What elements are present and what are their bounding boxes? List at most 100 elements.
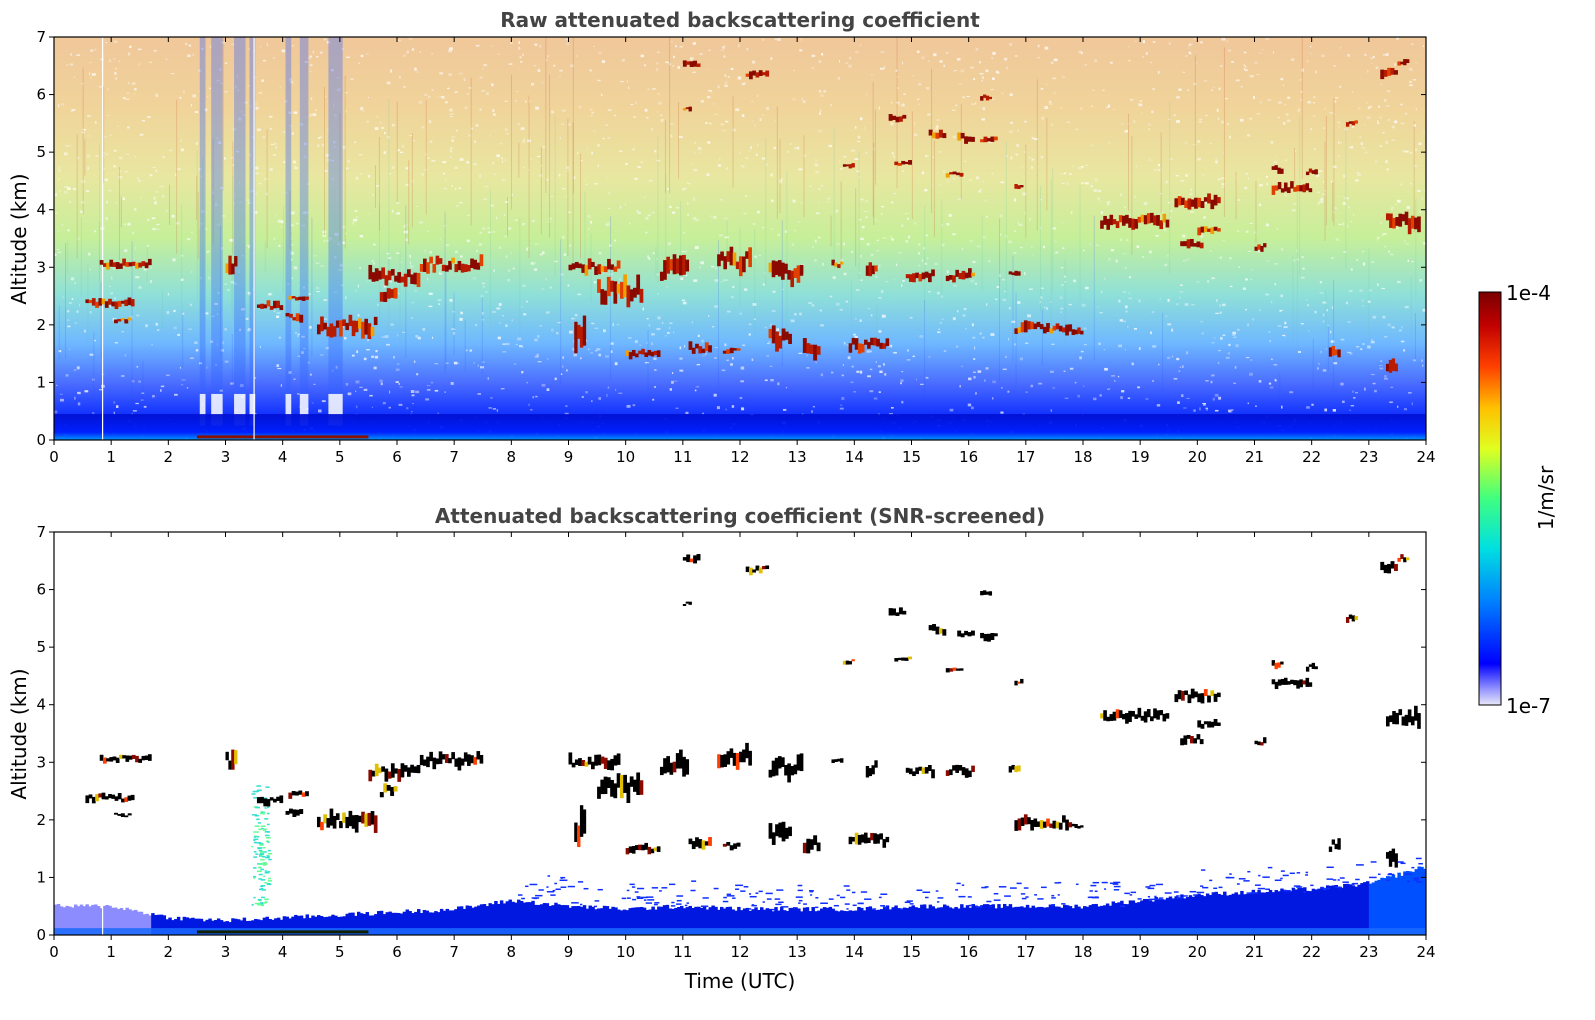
cloud-mark xyxy=(1391,358,1396,371)
noise-speck xyxy=(411,48,415,51)
boundary-layer-column xyxy=(785,910,790,935)
x-tick-label: 1 xyxy=(106,943,116,961)
boundary-layer-column xyxy=(254,918,258,935)
noise-speck xyxy=(1232,331,1236,335)
aerosol-fragment xyxy=(1370,861,1377,863)
noise-speck xyxy=(724,45,726,47)
boundary-layer-column xyxy=(985,904,990,935)
noise-speck xyxy=(206,250,210,253)
noise-speck xyxy=(233,202,236,204)
noise-speck xyxy=(424,153,428,156)
noise-speck xyxy=(200,277,202,280)
noise-speck xyxy=(864,210,868,213)
noise-speck xyxy=(1188,51,1191,55)
noise-speck xyxy=(231,156,233,159)
boundary-layer-column xyxy=(1163,899,1167,935)
aerosol-fragment xyxy=(732,897,736,899)
noise-speck xyxy=(1024,272,1026,276)
cloud-mark xyxy=(1023,814,1028,825)
aerosol-fragment xyxy=(860,891,868,893)
noise-speck xyxy=(1243,64,1246,66)
boundary-layer-column xyxy=(1220,894,1224,935)
cloud-mark xyxy=(623,774,627,793)
noise-speck xyxy=(531,220,536,223)
noise-speck xyxy=(318,409,322,413)
cloud-mark xyxy=(784,331,789,340)
cloud-mark xyxy=(708,345,712,353)
cloud-mark xyxy=(628,846,633,853)
cloud-mark xyxy=(1150,212,1154,223)
cloud-mark xyxy=(735,261,740,270)
cloud-mark xyxy=(122,258,126,266)
cloud-mark xyxy=(1020,678,1024,684)
noise-speck xyxy=(1036,57,1040,59)
noise-speck xyxy=(985,367,989,370)
noise-speck xyxy=(1397,405,1399,408)
noise-speck xyxy=(999,274,1001,277)
noise-speck xyxy=(276,312,281,314)
cloud-mark xyxy=(390,786,395,796)
noise-speck xyxy=(958,83,963,85)
noise-speck xyxy=(1400,122,1405,125)
noise-speck xyxy=(1124,206,1126,208)
noise-speck xyxy=(1204,80,1208,82)
aerosol-fragment xyxy=(261,902,267,904)
noise-speck xyxy=(297,355,301,357)
noise-speck xyxy=(883,66,886,69)
boundary-layer-column xyxy=(1103,905,1107,935)
boundary-layer-column xyxy=(325,916,329,935)
aerosol-fragment xyxy=(252,790,258,793)
noise-speck xyxy=(656,159,661,162)
boundary-layer-column xyxy=(485,906,490,935)
aerosol-fragment xyxy=(259,902,264,904)
boundary-layer-column xyxy=(122,910,127,935)
cloud-mark xyxy=(688,601,692,605)
noise-speck xyxy=(437,96,440,98)
noise-speck xyxy=(781,288,785,291)
noise-speck xyxy=(1379,145,1382,148)
noise-speck xyxy=(102,152,106,155)
cloud-mark xyxy=(316,816,321,828)
noise-speck xyxy=(671,380,674,384)
cloud-mark xyxy=(816,346,821,355)
noise-speck xyxy=(255,172,259,175)
noise-speck xyxy=(1300,90,1303,93)
cloud-mark xyxy=(1293,680,1297,686)
cloud-mark xyxy=(263,798,268,807)
noise-speck xyxy=(65,374,69,377)
noise-speck xyxy=(589,69,592,72)
noise-speck xyxy=(264,178,268,180)
noise-speck xyxy=(302,286,305,289)
noise-speck xyxy=(865,152,868,154)
cloud-mark xyxy=(1118,710,1123,718)
cloud-mark xyxy=(1271,185,1276,195)
cloud-mark xyxy=(669,259,674,271)
noise-speck xyxy=(1282,84,1285,87)
noise-speck xyxy=(1061,222,1064,224)
aerosol-fragment xyxy=(577,881,584,883)
cloud-mark xyxy=(729,246,734,266)
noise-speck xyxy=(939,322,942,324)
cloud-mark xyxy=(1299,185,1303,192)
noise-speck xyxy=(528,100,531,103)
noise-speck xyxy=(291,277,294,279)
boundary-layer-column xyxy=(942,904,947,935)
aerosol-fragment xyxy=(747,908,752,910)
noise-speck xyxy=(779,180,782,184)
noise-streak xyxy=(923,299,925,401)
aerosol-fragment xyxy=(780,906,789,908)
cloud-mark xyxy=(988,591,993,596)
noise-speck xyxy=(541,81,543,84)
noise-speck xyxy=(521,140,526,143)
noise-speck xyxy=(1176,119,1180,123)
cloud-mark xyxy=(121,300,125,304)
cloud-mark xyxy=(1388,850,1393,867)
cloud-mark xyxy=(88,299,93,304)
cloud-mark xyxy=(851,337,856,345)
noise-speck xyxy=(551,110,554,114)
noise-speck xyxy=(1211,277,1216,280)
noise-speck xyxy=(1005,356,1007,358)
noise-speck xyxy=(1097,197,1100,200)
cloud-mark xyxy=(616,260,621,269)
noise-speck xyxy=(303,155,307,159)
